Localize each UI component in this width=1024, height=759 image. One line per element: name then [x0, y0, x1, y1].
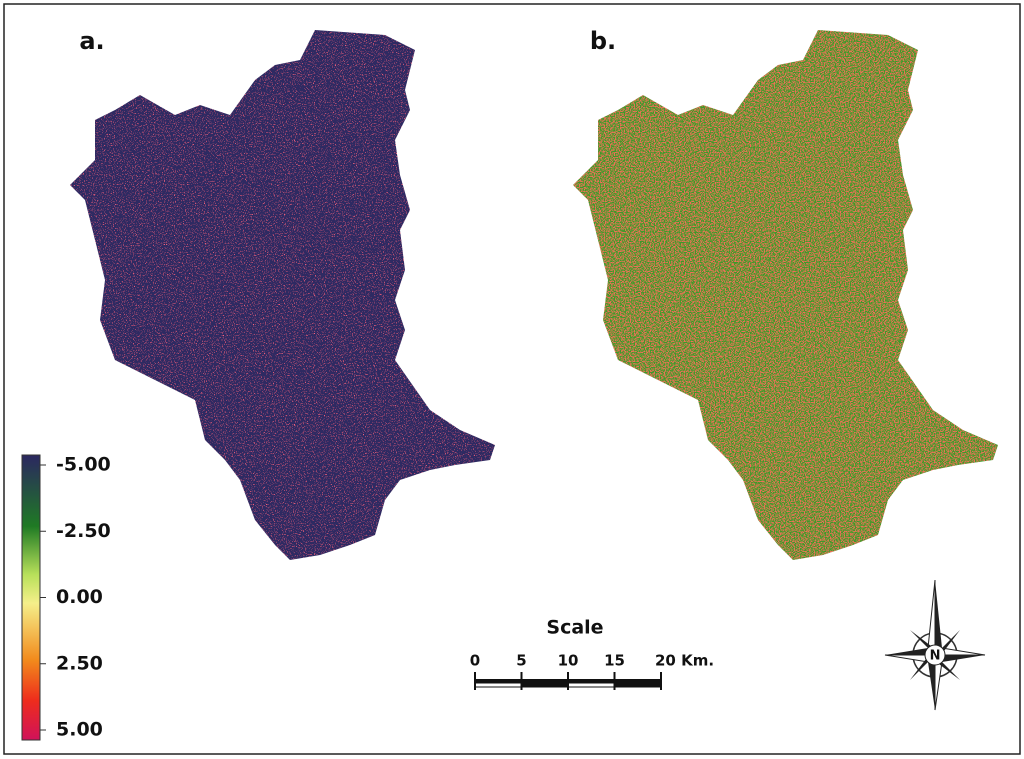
- color-bar: [21, 454, 41, 741]
- scale-segment: [567, 682, 615, 688]
- panel-label: a.: [79, 27, 104, 55]
- legend-label: 5.00: [56, 719, 103, 741]
- scale-segment: [521, 679, 568, 683]
- legend-label: 2.50: [56, 652, 103, 674]
- map-a: [70, 30, 495, 560]
- scale-segment: [475, 679, 522, 683]
- scale-label: 0: [470, 652, 480, 670]
- scale-title: Scale: [546, 617, 603, 639]
- scale-segment: [474, 682, 522, 688]
- north-arrow: N: [884, 579, 986, 711]
- scale-segment: [614, 682, 662, 688]
- legend-label: 0.00: [56, 586, 103, 608]
- scale-label: 15: [604, 652, 625, 670]
- scale-label: 10: [558, 652, 579, 670]
- scale-segment: [568, 679, 615, 683]
- scale-label: 5: [516, 652, 526, 670]
- scale-label: 20 Km.: [655, 652, 714, 670]
- scale-bar: 0 5 10 15 20 Km.: [470, 652, 714, 690]
- map-b: [573, 30, 998, 560]
- frame: [3, 3, 1021, 755]
- legend-label: -2.50: [56, 520, 111, 542]
- panel-label: b.: [590, 27, 616, 55]
- scale-segment: [614, 679, 661, 683]
- north-label: N: [930, 649, 941, 664]
- legend-label: -5.00: [56, 454, 111, 476]
- scale-segment: [521, 682, 569, 688]
